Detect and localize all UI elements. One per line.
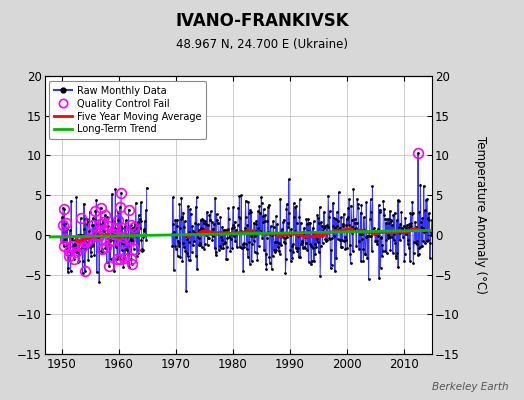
Y-axis label: Temperature Anomaly (°C): Temperature Anomaly (°C) <box>474 136 487 294</box>
Legend: Raw Monthly Data, Quality Control Fail, Five Year Moving Average, Long-Term Tren: Raw Monthly Data, Quality Control Fail, … <box>49 81 206 139</box>
Text: Berkeley Earth: Berkeley Earth <box>432 382 508 392</box>
Text: IVANO-FRANKIVSK: IVANO-FRANKIVSK <box>175 12 349 30</box>
Text: 48.967 N, 24.700 E (Ukraine): 48.967 N, 24.700 E (Ukraine) <box>176 38 348 51</box>
